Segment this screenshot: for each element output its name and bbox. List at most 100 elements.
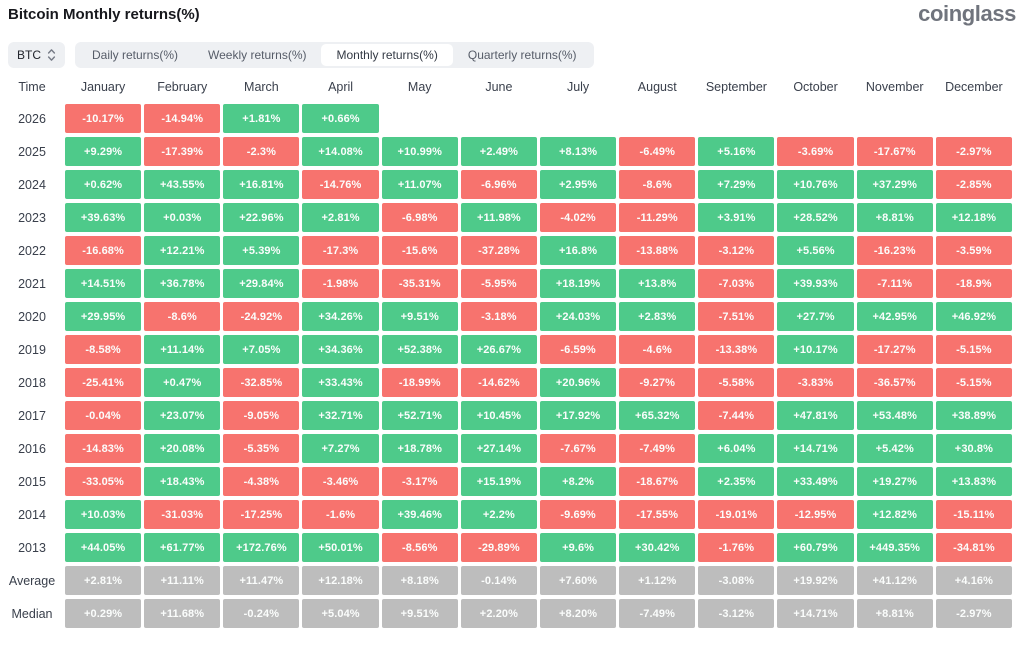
return-cell: +34.36%: [302, 335, 379, 364]
return-cell: -34.81%: [935, 533, 1012, 562]
return-cell: -3.17%: [381, 467, 458, 496]
return-cell: -2.85%: [935, 170, 1012, 199]
return-cell: +18.19%: [539, 269, 617, 298]
return-cell: -4.6%: [619, 335, 696, 364]
return-cell: -8.6%: [144, 302, 221, 331]
return-cell: +0.47%: [144, 368, 221, 397]
return-cell: -3.12%: [698, 236, 775, 265]
col-header-month: November: [865, 80, 924, 94]
return-cell: -0.24%: [223, 599, 300, 628]
tab-weekly-returns[interactable]: Weekly returns(%): [208, 48, 307, 62]
return-cell: -17.67%: [856, 137, 933, 166]
row-label-2025: 2025: [18, 144, 46, 159]
return-cell: -7.51%: [698, 302, 775, 331]
return-cell: +52.71%: [381, 401, 458, 430]
return-cell: -7.11%: [856, 269, 933, 298]
return-cell: +2.83%: [619, 302, 696, 331]
return-cell: +22.96%: [223, 203, 300, 232]
tab-quarterly-returns[interactable]: Quarterly returns(%): [467, 48, 577, 62]
return-cell: +5.39%: [223, 236, 300, 265]
return-cell: -18.9%: [935, 269, 1012, 298]
empty-cell: [936, 104, 1012, 133]
return-cell: +14.71%: [777, 434, 854, 463]
row-label-2015: 2015: [18, 474, 46, 489]
return-cell: +8.20%: [539, 599, 617, 628]
return-cell: -17.55%: [619, 500, 696, 529]
col-header-month: April: [328, 80, 354, 94]
tab-monthly-returns[interactable]: Monthly returns(%): [321, 44, 453, 66]
return-cell: +43.55%: [144, 170, 221, 199]
return-cell: +53.48%: [856, 401, 933, 430]
row-label-median: Median: [11, 606, 53, 621]
return-cell: +12.18%: [302, 566, 379, 595]
empty-cell: [619, 104, 695, 133]
tab-daily-returns[interactable]: Daily returns(%): [92, 48, 179, 62]
col-header-month: June: [485, 80, 513, 94]
return-cell: +24.03%: [539, 302, 617, 331]
return-cell: -0.04%: [65, 401, 142, 430]
return-cell: -3.69%: [777, 137, 854, 166]
return-cell: +11.11%: [144, 566, 221, 595]
col-header-month: July: [566, 80, 590, 94]
return-cell: -3.12%: [698, 599, 775, 628]
empty-cell: [857, 104, 933, 133]
return-cell: -32.85%: [223, 368, 300, 397]
col-header-month: December: [945, 80, 1003, 94]
return-cell: +38.89%: [935, 401, 1012, 430]
return-cell: -24.92%: [223, 302, 300, 331]
return-cell: -17.3%: [302, 236, 379, 265]
return-cell: +11.98%: [460, 203, 537, 232]
return-cell: -14.76%: [302, 170, 379, 199]
return-cell: +12.21%: [144, 236, 221, 265]
returns-tab-bar: Daily returns(%) Weekly returns(%) Month…: [75, 42, 594, 68]
return-cell: +11.68%: [144, 599, 221, 628]
return-cell: +60.79%: [777, 533, 854, 562]
return-cell: -25.41%: [65, 368, 142, 397]
return-cell: +26.67%: [460, 335, 537, 364]
return-cell: +12.18%: [935, 203, 1012, 232]
return-cell: +39.46%: [381, 500, 458, 529]
return-cell: +7.60%: [539, 566, 617, 595]
col-header-month: May: [407, 80, 432, 94]
return-cell: +28.52%: [777, 203, 854, 232]
return-cell: +5.42%: [856, 434, 933, 463]
col-header-time: Time: [18, 80, 46, 94]
return-cell: +14.08%: [302, 137, 379, 166]
return-cell: -8.56%: [381, 533, 458, 562]
return-cell: +10.03%: [65, 500, 142, 529]
return-cell: +16.8%: [539, 236, 617, 265]
return-cell: -7.67%: [539, 434, 617, 463]
return-cell: +19.27%: [856, 467, 933, 496]
empty-cell: [461, 104, 537, 133]
return-cell: -8.6%: [619, 170, 696, 199]
return-cell: -18.67%: [619, 467, 696, 496]
coinglass-logo: coinglass: [918, 1, 1016, 26]
return-cell: -6.59%: [539, 335, 617, 364]
return-cell: -33.05%: [65, 467, 142, 496]
empty-cell: [777, 104, 853, 133]
return-cell: +3.91%: [698, 203, 775, 232]
return-cell: +2.35%: [698, 467, 775, 496]
return-cell: +1.12%: [619, 566, 696, 595]
return-cell: +65.32%: [619, 401, 696, 430]
return-cell: -17.39%: [144, 137, 221, 166]
return-cell: +2.2%: [460, 500, 537, 529]
return-cell: -3.46%: [302, 467, 379, 496]
return-cell: +10.99%: [381, 137, 458, 166]
return-cell: +2.49%: [460, 137, 537, 166]
return-cell: +7.29%: [698, 170, 775, 199]
return-cell: -31.03%: [144, 500, 221, 529]
return-cell: +36.78%: [144, 269, 221, 298]
return-cell: +17.92%: [539, 401, 617, 430]
return-cell: -9.27%: [619, 368, 696, 397]
return-cell: +20.08%: [144, 434, 221, 463]
return-cell: -17.25%: [223, 500, 300, 529]
symbol-select[interactable]: BTC: [8, 42, 65, 68]
return-cell: +172.76%: [223, 533, 300, 562]
row-label-2017: 2017: [18, 408, 46, 423]
return-cell: +42.95%: [856, 302, 933, 331]
return-cell: -7.44%: [698, 401, 775, 430]
sort-arrows-icon: [47, 48, 56, 62]
return-cell: +2.95%: [539, 170, 617, 199]
